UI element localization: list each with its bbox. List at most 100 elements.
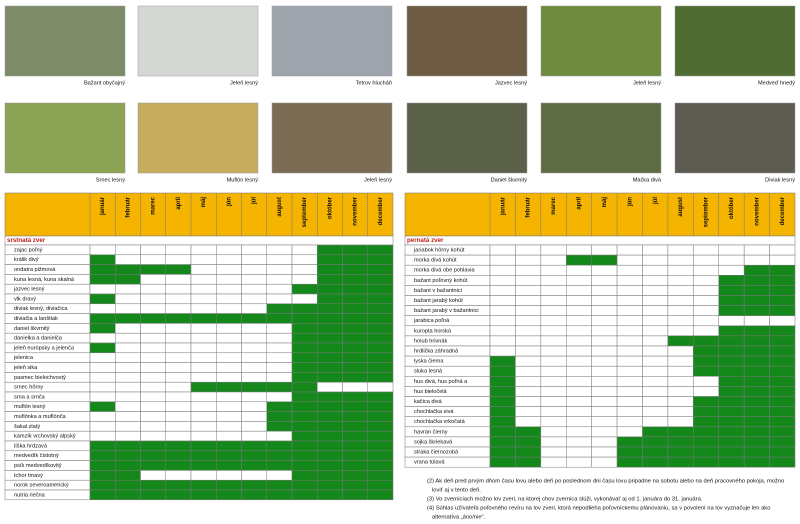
season-cell bbox=[693, 376, 719, 387]
season-cell bbox=[266, 283, 293, 295]
season-cell bbox=[591, 345, 618, 357]
season-cell bbox=[540, 355, 567, 367]
season-cell bbox=[693, 305, 719, 316]
season-cell bbox=[190, 489, 217, 501]
season-cell bbox=[769, 436, 796, 448]
season-cell bbox=[489, 244, 516, 256]
season-cell bbox=[342, 293, 368, 305]
season-cell bbox=[591, 244, 618, 256]
season-cell bbox=[693, 456, 719, 468]
season-cell bbox=[317, 332, 343, 344]
season-cell bbox=[216, 460, 242, 471]
season-cell bbox=[241, 352, 267, 363]
season-cell bbox=[591, 386, 618, 397]
season-cell bbox=[667, 275, 694, 286]
season-cell bbox=[566, 446, 592, 458]
season-cell bbox=[367, 440, 394, 452]
season-cell bbox=[317, 391, 343, 403]
row-label: hrdlička záhradná bbox=[414, 349, 459, 355]
season-cell bbox=[540, 456, 567, 468]
season-cell bbox=[165, 372, 192, 383]
season-cell bbox=[140, 479, 166, 491]
season-cell bbox=[190, 391, 217, 403]
season-cell bbox=[140, 430, 166, 442]
season-cell bbox=[367, 283, 394, 295]
season-cell bbox=[317, 362, 343, 373]
season-cell bbox=[367, 293, 394, 305]
season-cell bbox=[693, 275, 719, 286]
season-cell bbox=[769, 406, 796, 417]
season-cell bbox=[216, 283, 242, 295]
season-cell bbox=[190, 450, 217, 461]
season-cell bbox=[216, 332, 242, 344]
season-cell bbox=[342, 391, 368, 403]
season-cell bbox=[667, 456, 694, 468]
season-cell bbox=[266, 450, 293, 461]
season-cell bbox=[216, 381, 242, 393]
photo bbox=[271, 5, 393, 77]
season-cell bbox=[591, 365, 618, 377]
season-cell bbox=[342, 323, 368, 334]
season-cell bbox=[266, 401, 293, 412]
season-cell bbox=[515, 406, 542, 417]
row-label: jelenica bbox=[13, 355, 34, 361]
season-cell bbox=[241, 372, 267, 383]
season-cell bbox=[291, 460, 318, 471]
season-cell bbox=[743, 406, 770, 417]
section-label: srstnatá zver bbox=[7, 237, 46, 244]
season-cell bbox=[115, 489, 141, 501]
footnote: (3) Vo zverniciach možno lov zveri, na k… bbox=[427, 497, 703, 503]
photo-caption: Jeleň lesný bbox=[364, 177, 392, 183]
season-cell bbox=[769, 315, 796, 327]
season-cell bbox=[642, 396, 669, 407]
season-cell bbox=[266, 293, 293, 305]
season-cell bbox=[693, 396, 719, 407]
season-cell bbox=[642, 335, 669, 347]
season-cell bbox=[165, 254, 192, 265]
season-cell bbox=[367, 303, 394, 314]
season-cell bbox=[515, 244, 542, 256]
season-cell bbox=[642, 275, 669, 286]
season-cell bbox=[291, 352, 318, 363]
season-cell bbox=[616, 345, 643, 357]
season-cell bbox=[291, 362, 318, 373]
season-cell bbox=[115, 293, 141, 305]
season-cell bbox=[591, 355, 618, 367]
season-cell bbox=[743, 396, 770, 407]
season-cell bbox=[743, 244, 770, 256]
season-cell bbox=[769, 254, 796, 266]
season-cell bbox=[769, 376, 796, 387]
season-cell bbox=[266, 244, 293, 256]
season-cell bbox=[317, 303, 343, 314]
photo bbox=[137, 102, 259, 174]
season-cell bbox=[769, 386, 796, 397]
row-label: daniel škvrnitý bbox=[14, 326, 50, 332]
season-cell bbox=[89, 264, 116, 275]
season-cell bbox=[667, 244, 694, 256]
season-cell bbox=[89, 381, 116, 393]
season-cell bbox=[515, 456, 542, 468]
season-cell bbox=[317, 352, 343, 363]
season-cell bbox=[342, 342, 368, 354]
season-cell bbox=[693, 355, 719, 367]
season-cell bbox=[266, 274, 293, 285]
season-cell bbox=[591, 315, 618, 327]
season-cell bbox=[241, 440, 267, 452]
season-cell bbox=[317, 372, 343, 383]
season-cell bbox=[540, 436, 567, 448]
season-cell bbox=[317, 254, 343, 265]
season-cell bbox=[89, 460, 116, 471]
season-cell bbox=[642, 315, 669, 327]
season-cell bbox=[616, 386, 643, 397]
season-cell bbox=[743, 426, 770, 438]
row-label: šakal zlatý bbox=[14, 424, 40, 430]
season-cell bbox=[489, 456, 516, 468]
season-cell bbox=[489, 315, 516, 327]
season-cell bbox=[743, 365, 770, 377]
season-cell bbox=[515, 305, 542, 316]
row-label: bažant jarabý kohút bbox=[414, 298, 463, 304]
season-cell bbox=[89, 352, 116, 363]
season-cell bbox=[718, 305, 745, 316]
row-label: norok severoamerický bbox=[14, 483, 69, 489]
season-cell bbox=[743, 355, 770, 367]
